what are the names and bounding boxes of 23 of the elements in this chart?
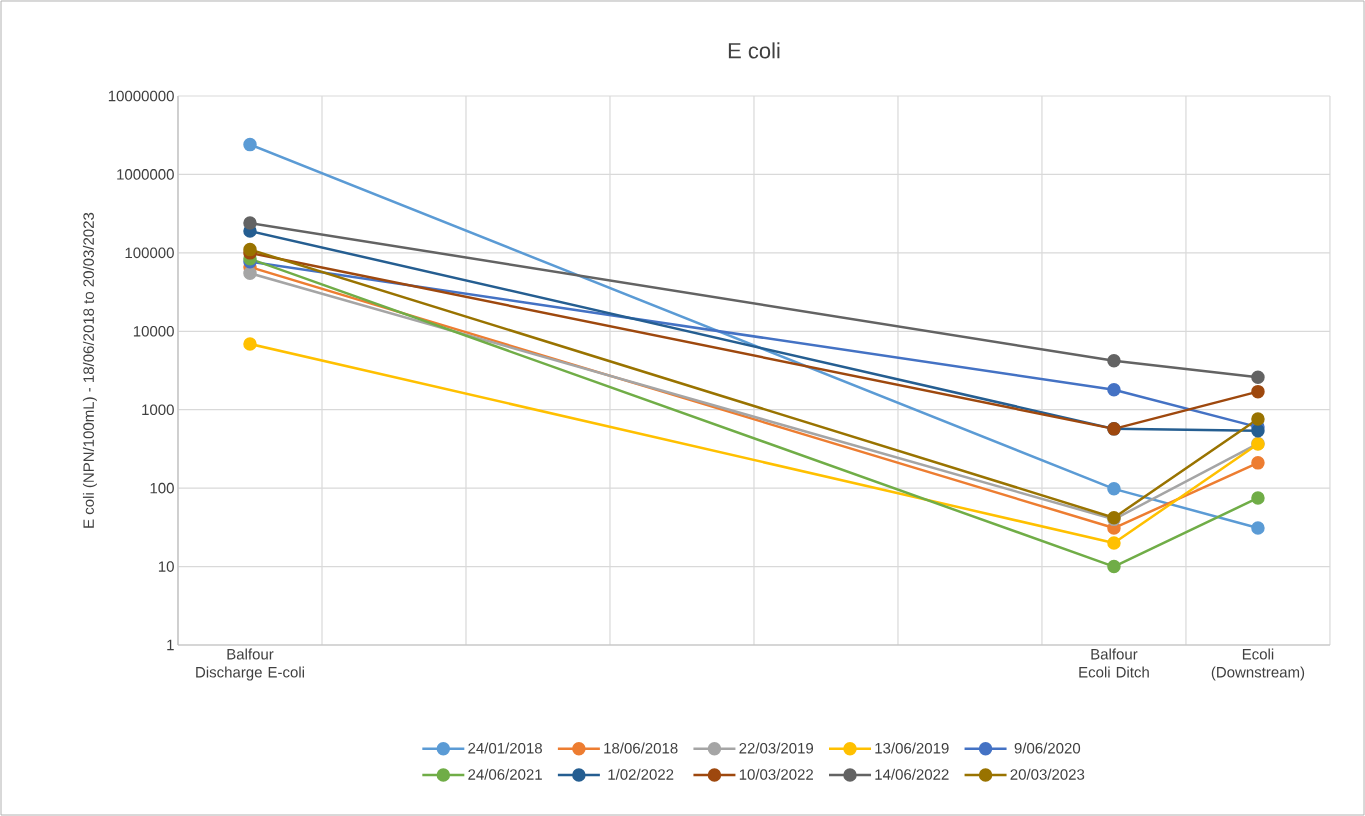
legend-label: 10/03/2022 <box>739 768 813 780</box>
legend-label: 14/06/2022 <box>875 768 949 780</box>
legend-label: 9/06/2020 <box>1014 742 1081 754</box>
y-tick-label: 10 <box>158 561 174 572</box>
legend-label: 1/02/2022 <box>608 768 674 780</box>
y-tick-label: 1000000 <box>117 169 174 180</box>
y-tick-label: 1 <box>167 639 174 651</box>
chart-title: E coli <box>728 42 780 59</box>
y-tick-label: 1000 <box>142 404 174 416</box>
y-tick-label: 10000000 <box>108 90 174 102</box>
legend-label: 24/06/2021 <box>468 768 542 780</box>
legend-label: 13/06/2019 <box>875 742 949 754</box>
legend-label: 20/03/2023 <box>1010 768 1085 780</box>
y-axis-title: E coli (NPN/100mL) - 18/06/2018 to 20/03/2023 <box>82 212 97 528</box>
legend-label: 24/01/2018 <box>468 742 542 754</box>
x-tick-label: Ecoli (Downstream) <box>1211 648 1305 681</box>
y-tick-label: 10000 <box>133 325 174 337</box>
y-tick-label: 100 <box>150 482 174 494</box>
legend-label: 22/03/2019 <box>739 742 814 754</box>
y-tick-label: 100000 <box>125 247 174 259</box>
legend-label: 18/06/2018 <box>604 742 678 754</box>
x-tick-label: Balfour Ecoli Ditch <box>1079 648 1149 678</box>
x-tick-label: Balfour Discharge E-coli <box>196 648 304 681</box>
